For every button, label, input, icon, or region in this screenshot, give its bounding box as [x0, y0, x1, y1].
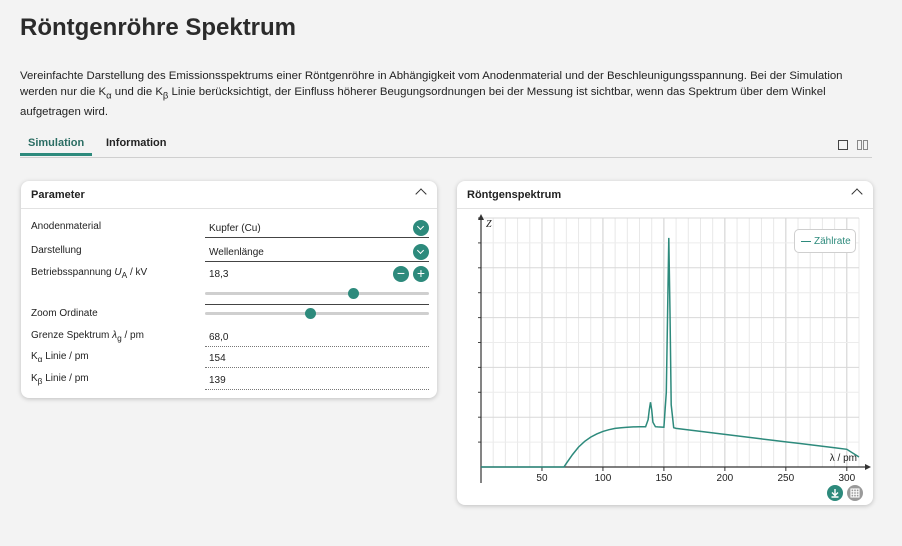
chart-legend[interactable]: Zählrate: [794, 229, 856, 253]
table-icon[interactable]: [847, 485, 863, 501]
cutoff-row: Grenze Spektrum λg / pm 68,0: [31, 327, 429, 347]
kalpha-value: 154: [205, 348, 429, 368]
spectrum-chart[interactable]: 50 100 150 200 250 300 Z λ / pm: [457, 210, 873, 484]
zoom-row: Zoom Ordinate: [31, 305, 429, 325]
chart-panel-title: Röntgenspektrum: [467, 189, 562, 201]
display-label: Darstellung: [31, 245, 82, 256]
x-tick-label: 300: [838, 473, 855, 484]
split-panel-icon[interactable]: [857, 140, 868, 150]
display-select-value: Wellenlänge: [209, 247, 264, 258]
series-line-zaehlrate: [481, 237, 860, 468]
tab-simulation[interactable]: Simulation: [19, 137, 93, 156]
x-tick-label: 100: [595, 473, 612, 484]
voltage-row: Betriebsspannung UA / kV 18,3 − +: [31, 264, 429, 284]
divider: [205, 304, 429, 305]
anode-row: Anodenmaterial Kupfer (Cu): [31, 218, 429, 238]
x-tick-label: 50: [536, 473, 548, 484]
intro-text: Vereinfachte Darstellung des Emissionssp…: [20, 70, 843, 119]
download-icon[interactable]: [827, 485, 843, 501]
voltage-increase-button[interactable]: +: [413, 266, 429, 282]
tab-bar: Simulation Information: [19, 134, 872, 158]
display-row: Darstellung Wellenlänge: [31, 242, 429, 262]
chart-panel: Röntgenspektrum 50 100 150 200 250 300 Z λ / …: [457, 181, 873, 505]
chart-grid: [481, 217, 860, 467]
y-axis-label: Z: [486, 219, 492, 230]
x-tick-label: 250: [777, 473, 794, 484]
chevron-down-icon[interactable]: [413, 244, 429, 260]
page-title: Röntgenröhre Spektrum: [20, 14, 297, 41]
cutoff-label: Grenze Spektrum λg / pm: [31, 330, 144, 343]
x-axis-label: λ / pm: [830, 453, 857, 464]
voltage-slider[interactable]: [205, 286, 429, 300]
voltage-input[interactable]: 18,3: [209, 269, 229, 280]
legend-label: Zählrate: [814, 236, 851, 247]
voltage-decrease-button[interactable]: −: [393, 266, 409, 282]
kbeta-row: Kβ Linie / pm 139: [31, 370, 429, 390]
kalpha-label: Kα Linie / pm: [31, 351, 89, 364]
display-select[interactable]: Wellenlänge: [205, 242, 429, 262]
zoom-label: Zoom Ordinate: [31, 308, 98, 319]
anode-label: Anodenmaterial: [31, 221, 102, 232]
zoom-slider[interactable]: [205, 306, 429, 320]
anode-select-value: Kupfer (Cu): [209, 223, 261, 234]
voltage-label: Betriebsspannung UA / kV: [31, 267, 148, 280]
kbeta-value: 139: [205, 370, 429, 390]
chart-axes: [478, 214, 871, 483]
x-tick-label: 200: [717, 473, 734, 484]
parameter-panel: Parameter Anodenmaterial Kupfer (Cu) Dar…: [21, 181, 437, 398]
x-axis-arrow: [865, 464, 871, 470]
cutoff-value: 68,0: [205, 327, 429, 347]
kbeta-label: Kβ Linie / pm: [31, 373, 89, 386]
collapse-chart-icon[interactable]: [851, 188, 863, 200]
parameter-panel-header: Parameter: [21, 181, 437, 209]
tab-information[interactable]: Information: [106, 137, 167, 149]
chevron-down-icon[interactable]: [413, 220, 429, 236]
voltage-slider-thumb[interactable]: [347, 288, 359, 299]
chart-tick-labels: 50 100 150 200 250 300: [536, 473, 855, 484]
zoom-slider-thumb[interactable]: [305, 308, 317, 319]
anode-select[interactable]: Kupfer (Cu): [205, 218, 429, 238]
y-axis-arrow: [478, 214, 484, 220]
x-tick-label: 150: [656, 473, 673, 484]
collapse-parameter-icon[interactable]: [415, 188, 427, 200]
single-panel-icon[interactable]: [838, 140, 848, 150]
chart-panel-header: Röntgenspektrum: [457, 181, 873, 209]
kalpha-row: Kα Linie / pm 154: [31, 348, 429, 368]
parameter-panel-title: Parameter: [31, 189, 85, 201]
